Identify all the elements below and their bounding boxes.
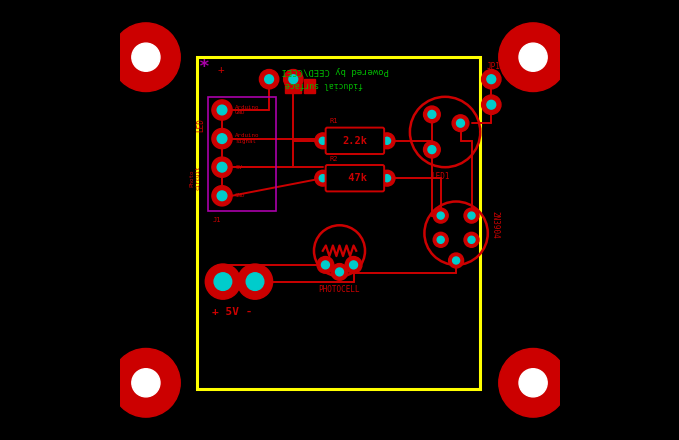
Circle shape <box>217 162 227 172</box>
Circle shape <box>487 75 496 84</box>
FancyBboxPatch shape <box>326 165 384 191</box>
Text: R2: R2 <box>329 156 338 162</box>
Circle shape <box>481 70 501 89</box>
Circle shape <box>424 141 440 158</box>
Circle shape <box>519 369 547 397</box>
Text: LED1: LED1 <box>431 172 450 181</box>
Circle shape <box>433 208 448 223</box>
Circle shape <box>437 212 444 219</box>
Circle shape <box>428 146 436 154</box>
Circle shape <box>345 257 362 273</box>
Circle shape <box>453 257 460 264</box>
Circle shape <box>217 191 227 201</box>
Circle shape <box>519 43 547 71</box>
Circle shape <box>428 110 436 118</box>
Text: GND: GND <box>235 193 246 198</box>
Circle shape <box>132 43 160 71</box>
Circle shape <box>319 175 327 182</box>
Circle shape <box>331 264 348 280</box>
Circle shape <box>433 232 448 247</box>
Circle shape <box>499 23 568 92</box>
Circle shape <box>265 75 274 84</box>
Circle shape <box>111 348 180 417</box>
Circle shape <box>321 261 329 269</box>
Text: 2.2k: 2.2k <box>342 136 367 146</box>
Circle shape <box>424 106 440 123</box>
Text: 2N3904: 2N3904 <box>490 210 499 238</box>
Circle shape <box>319 137 327 144</box>
Circle shape <box>464 232 479 247</box>
Bar <box>304 79 315 93</box>
Circle shape <box>246 273 264 290</box>
Text: PHOTOCELL: PHOTOCELL <box>318 285 361 294</box>
Circle shape <box>259 70 279 89</box>
Text: 47k: 47k <box>342 173 367 183</box>
Circle shape <box>468 236 475 243</box>
Text: Photo
circuit: Photo circuit <box>189 166 200 191</box>
Circle shape <box>481 95 501 114</box>
Circle shape <box>487 100 496 109</box>
Circle shape <box>468 212 475 219</box>
Circle shape <box>350 261 358 269</box>
FancyBboxPatch shape <box>326 128 384 154</box>
Circle shape <box>132 369 160 397</box>
Text: *: * <box>198 58 209 76</box>
Text: J1: J1 <box>213 217 221 223</box>
Text: + 5V -: + 5V - <box>212 308 253 317</box>
Circle shape <box>456 119 464 127</box>
Circle shape <box>217 105 227 115</box>
Text: Arduino
GND: Arduino GND <box>235 105 260 115</box>
Circle shape <box>205 264 240 299</box>
Circle shape <box>335 268 344 276</box>
Circle shape <box>217 134 227 143</box>
Circle shape <box>437 236 444 243</box>
Text: LED: LED <box>196 118 206 132</box>
Circle shape <box>315 170 331 186</box>
Text: R1: R1 <box>329 118 338 125</box>
Circle shape <box>452 115 469 132</box>
Circle shape <box>464 208 479 223</box>
Text: fiducial surface: fiducial surface <box>285 80 363 89</box>
Circle shape <box>238 264 273 299</box>
Text: JP1: JP1 <box>487 62 500 71</box>
Bar <box>196 57 480 389</box>
Circle shape <box>499 348 568 417</box>
Circle shape <box>214 273 232 290</box>
Text: Powered by CEED\CCEI: Powered by CEED\CCEI <box>281 66 389 75</box>
Circle shape <box>212 128 232 149</box>
Text: Arduino
signal: Arduino signal <box>235 133 260 144</box>
Circle shape <box>212 157 232 177</box>
Circle shape <box>384 175 390 182</box>
Circle shape <box>284 70 303 89</box>
Circle shape <box>289 75 297 84</box>
Circle shape <box>111 23 180 92</box>
Circle shape <box>379 170 395 186</box>
Text: 5V: 5V <box>235 165 242 170</box>
Text: +: + <box>217 66 224 75</box>
Bar <box>208 97 276 211</box>
Circle shape <box>315 133 331 149</box>
Circle shape <box>379 133 395 149</box>
Bar <box>285 79 301 93</box>
Circle shape <box>317 257 334 273</box>
Circle shape <box>384 137 390 144</box>
Circle shape <box>212 100 232 120</box>
Circle shape <box>212 186 232 206</box>
Circle shape <box>449 253 464 268</box>
